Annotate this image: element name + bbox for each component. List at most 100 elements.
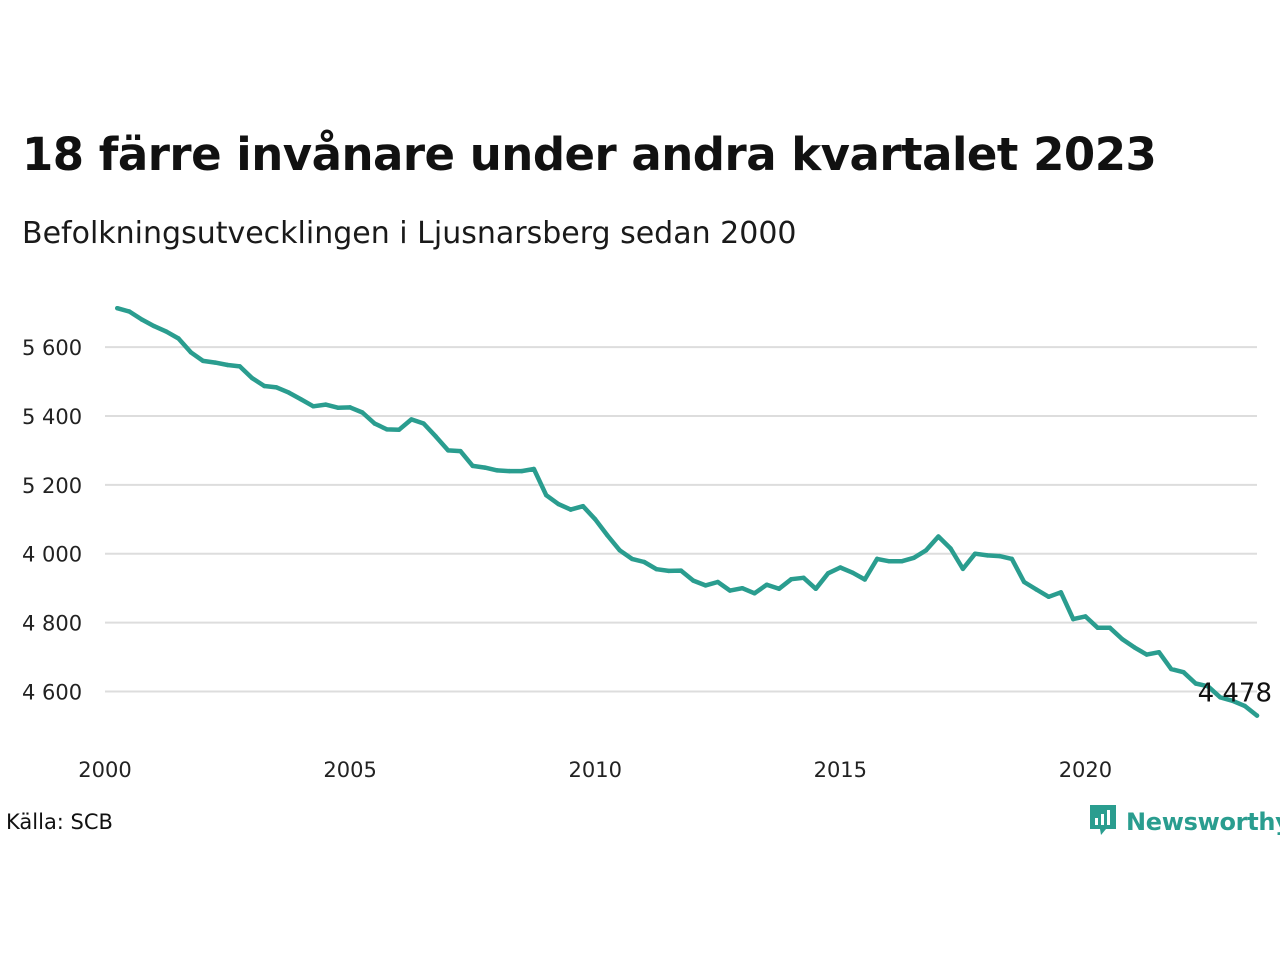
- data-point: [1205, 684, 1211, 689]
- data-point: [997, 553, 1002, 559]
- y-tick-label: 5 400: [22, 405, 82, 429]
- brand-name: Newsworthy: [1126, 808, 1280, 836]
- data-point: [691, 578, 696, 583]
- data-point: [298, 397, 304, 402]
- data-point: [1242, 703, 1247, 709]
- data-points: [115, 305, 1260, 718]
- data-point: [593, 517, 598, 522]
- data-point: [1132, 645, 1137, 650]
- last-value-label: 4 478: [1198, 679, 1272, 709]
- data-point: [642, 559, 647, 565]
- data-point: [1193, 681, 1198, 686]
- x-tick-label: 2010: [568, 758, 621, 782]
- data-point: [176, 336, 181, 341]
- data-point: [519, 468, 524, 474]
- data-point: [838, 565, 843, 570]
- data-point: [213, 360, 218, 365]
- data-point: [654, 567, 659, 572]
- source-note: Källa: SCB: [6, 810, 113, 834]
- data-point: [727, 588, 733, 593]
- data-point: [384, 427, 390, 432]
- data-point: [482, 465, 488, 470]
- data-point: [237, 364, 243, 369]
- data-point: [887, 559, 892, 564]
- data-point: [948, 546, 953, 551]
- data-point: [666, 568, 671, 574]
- data-point: [262, 383, 267, 389]
- x-tick-label: 2005: [323, 758, 376, 782]
- x-tick-label: 2015: [814, 758, 867, 782]
- data-point: [458, 448, 463, 454]
- data-point: [715, 579, 720, 585]
- data-point: [286, 390, 292, 395]
- y-tick-label: 4 600: [22, 680, 82, 704]
- data-point: [311, 404, 316, 409]
- data-point: [1107, 625, 1113, 630]
- data-point: [115, 305, 120, 311]
- x-tick-label: 2020: [1059, 758, 1112, 782]
- data-point: [1218, 695, 1223, 700]
- data-point: [1083, 614, 1088, 619]
- data-point: [740, 585, 745, 591]
- data-point: [568, 507, 573, 512]
- data-point: [752, 591, 757, 596]
- data-point: [1021, 579, 1027, 585]
- data-point: [960, 566, 966, 572]
- y-tick-label: 5 600: [22, 336, 82, 360]
- y-tick-label: 4 800: [22, 612, 82, 636]
- data-point: [776, 586, 782, 592]
- data-point: [188, 350, 193, 355]
- data-point: [1095, 625, 1100, 630]
- data-point: [862, 577, 868, 582]
- data-point: [433, 434, 439, 439]
- data-point: [985, 553, 990, 558]
- data-point: [274, 385, 279, 390]
- data-point: [372, 421, 377, 426]
- data-point: [899, 559, 904, 564]
- series-layer: [115, 305, 1260, 718]
- data-point: [605, 533, 610, 538]
- data-point: [1119, 636, 1125, 642]
- data-point: [421, 421, 426, 426]
- data-point: [923, 548, 929, 553]
- data-point: [139, 317, 144, 322]
- y-axis-ticks: 4 600 4 800 4 000 5 200 5 400 5 600: [22, 336, 82, 704]
- data-point: [580, 503, 586, 509]
- x-tick-label: 2000: [78, 758, 131, 782]
- y-tick-label: 5 200: [22, 474, 82, 498]
- data-point: [936, 534, 941, 539]
- data-point: [445, 448, 451, 453]
- data-point: [1058, 590, 1064, 595]
- data-point: [825, 571, 831, 576]
- annotation-layer: 4 478: [1198, 679, 1272, 709]
- data-point: [629, 556, 635, 562]
- data-point: [1009, 556, 1015, 562]
- data-point: [972, 551, 978, 556]
- data-point: [151, 323, 157, 329]
- data-point: [1070, 616, 1076, 622]
- data-point: [396, 427, 402, 432]
- data-point: [1169, 666, 1174, 672]
- data-point: [494, 468, 500, 473]
- newsworthy-logo-icon: [1088, 803, 1118, 841]
- data-point: [225, 362, 230, 368]
- data-point: [347, 405, 353, 410]
- data-point: [360, 410, 365, 415]
- data-point: [200, 358, 206, 364]
- data-point: [164, 329, 169, 334]
- data-point: [507, 468, 512, 474]
- data-point: [678, 568, 684, 573]
- data-point: [617, 548, 622, 553]
- data-point: [531, 466, 537, 472]
- data-point: [1230, 698, 1235, 703]
- chart-title: 18 färre invånare under andra kvartalet …: [22, 128, 1157, 181]
- data-point: [1046, 594, 1051, 599]
- brand-logo: Newsworthy: [1088, 803, 1280, 841]
- data-point: [470, 463, 475, 469]
- data-point: [813, 586, 819, 592]
- x-axis-ticks: 2000 2005 2010 2015 2020: [78, 758, 1112, 782]
- y-tick-label: 4 000: [22, 543, 82, 567]
- population-line: [115, 305, 1260, 718]
- data-point: [556, 501, 561, 507]
